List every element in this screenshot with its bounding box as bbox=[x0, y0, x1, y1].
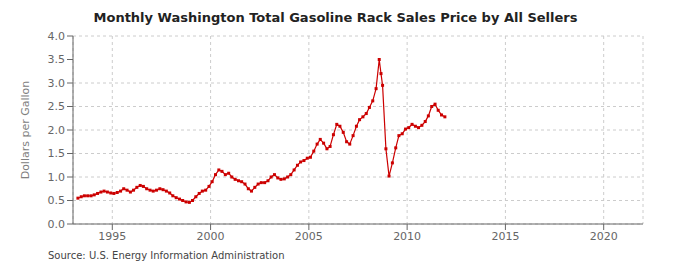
svg-text:2005: 2005 bbox=[295, 230, 323, 243]
svg-text:3.0: 3.0 bbox=[48, 77, 66, 90]
html-text:Monthly Washington Total Gasol: Monthly Washington Total Gasoline Rack S… bbox=[93, 10, 578, 25]
svg-text:2.5: 2.5 bbox=[48, 100, 66, 113]
svg-text:2020: 2020 bbox=[590, 230, 618, 243]
svg-text:Dollars per Gallon: Dollars per Gallon bbox=[19, 81, 32, 180]
svg-text:3.5: 3.5 bbox=[48, 53, 66, 66]
html-text:Source: U.S. Energy Informatio: Source: U.S. Energy Information Administ… bbox=[48, 250, 285, 261]
svg-text:1.5: 1.5 bbox=[48, 147, 66, 160]
svg-text:2010: 2010 bbox=[393, 230, 421, 243]
svg-text:1995: 1995 bbox=[98, 230, 126, 243]
svg-text:2000: 2000 bbox=[197, 230, 225, 243]
svg-text:4.0: 4.0 bbox=[48, 30, 66, 43]
svg-text:0.0: 0.0 bbox=[48, 218, 66, 231]
svg-text:2.0: 2.0 bbox=[48, 124, 66, 137]
svg-text:2015: 2015 bbox=[491, 230, 519, 243]
svg-text:0.5: 0.5 bbox=[48, 194, 66, 207]
svg-text:1.0: 1.0 bbox=[48, 171, 66, 184]
